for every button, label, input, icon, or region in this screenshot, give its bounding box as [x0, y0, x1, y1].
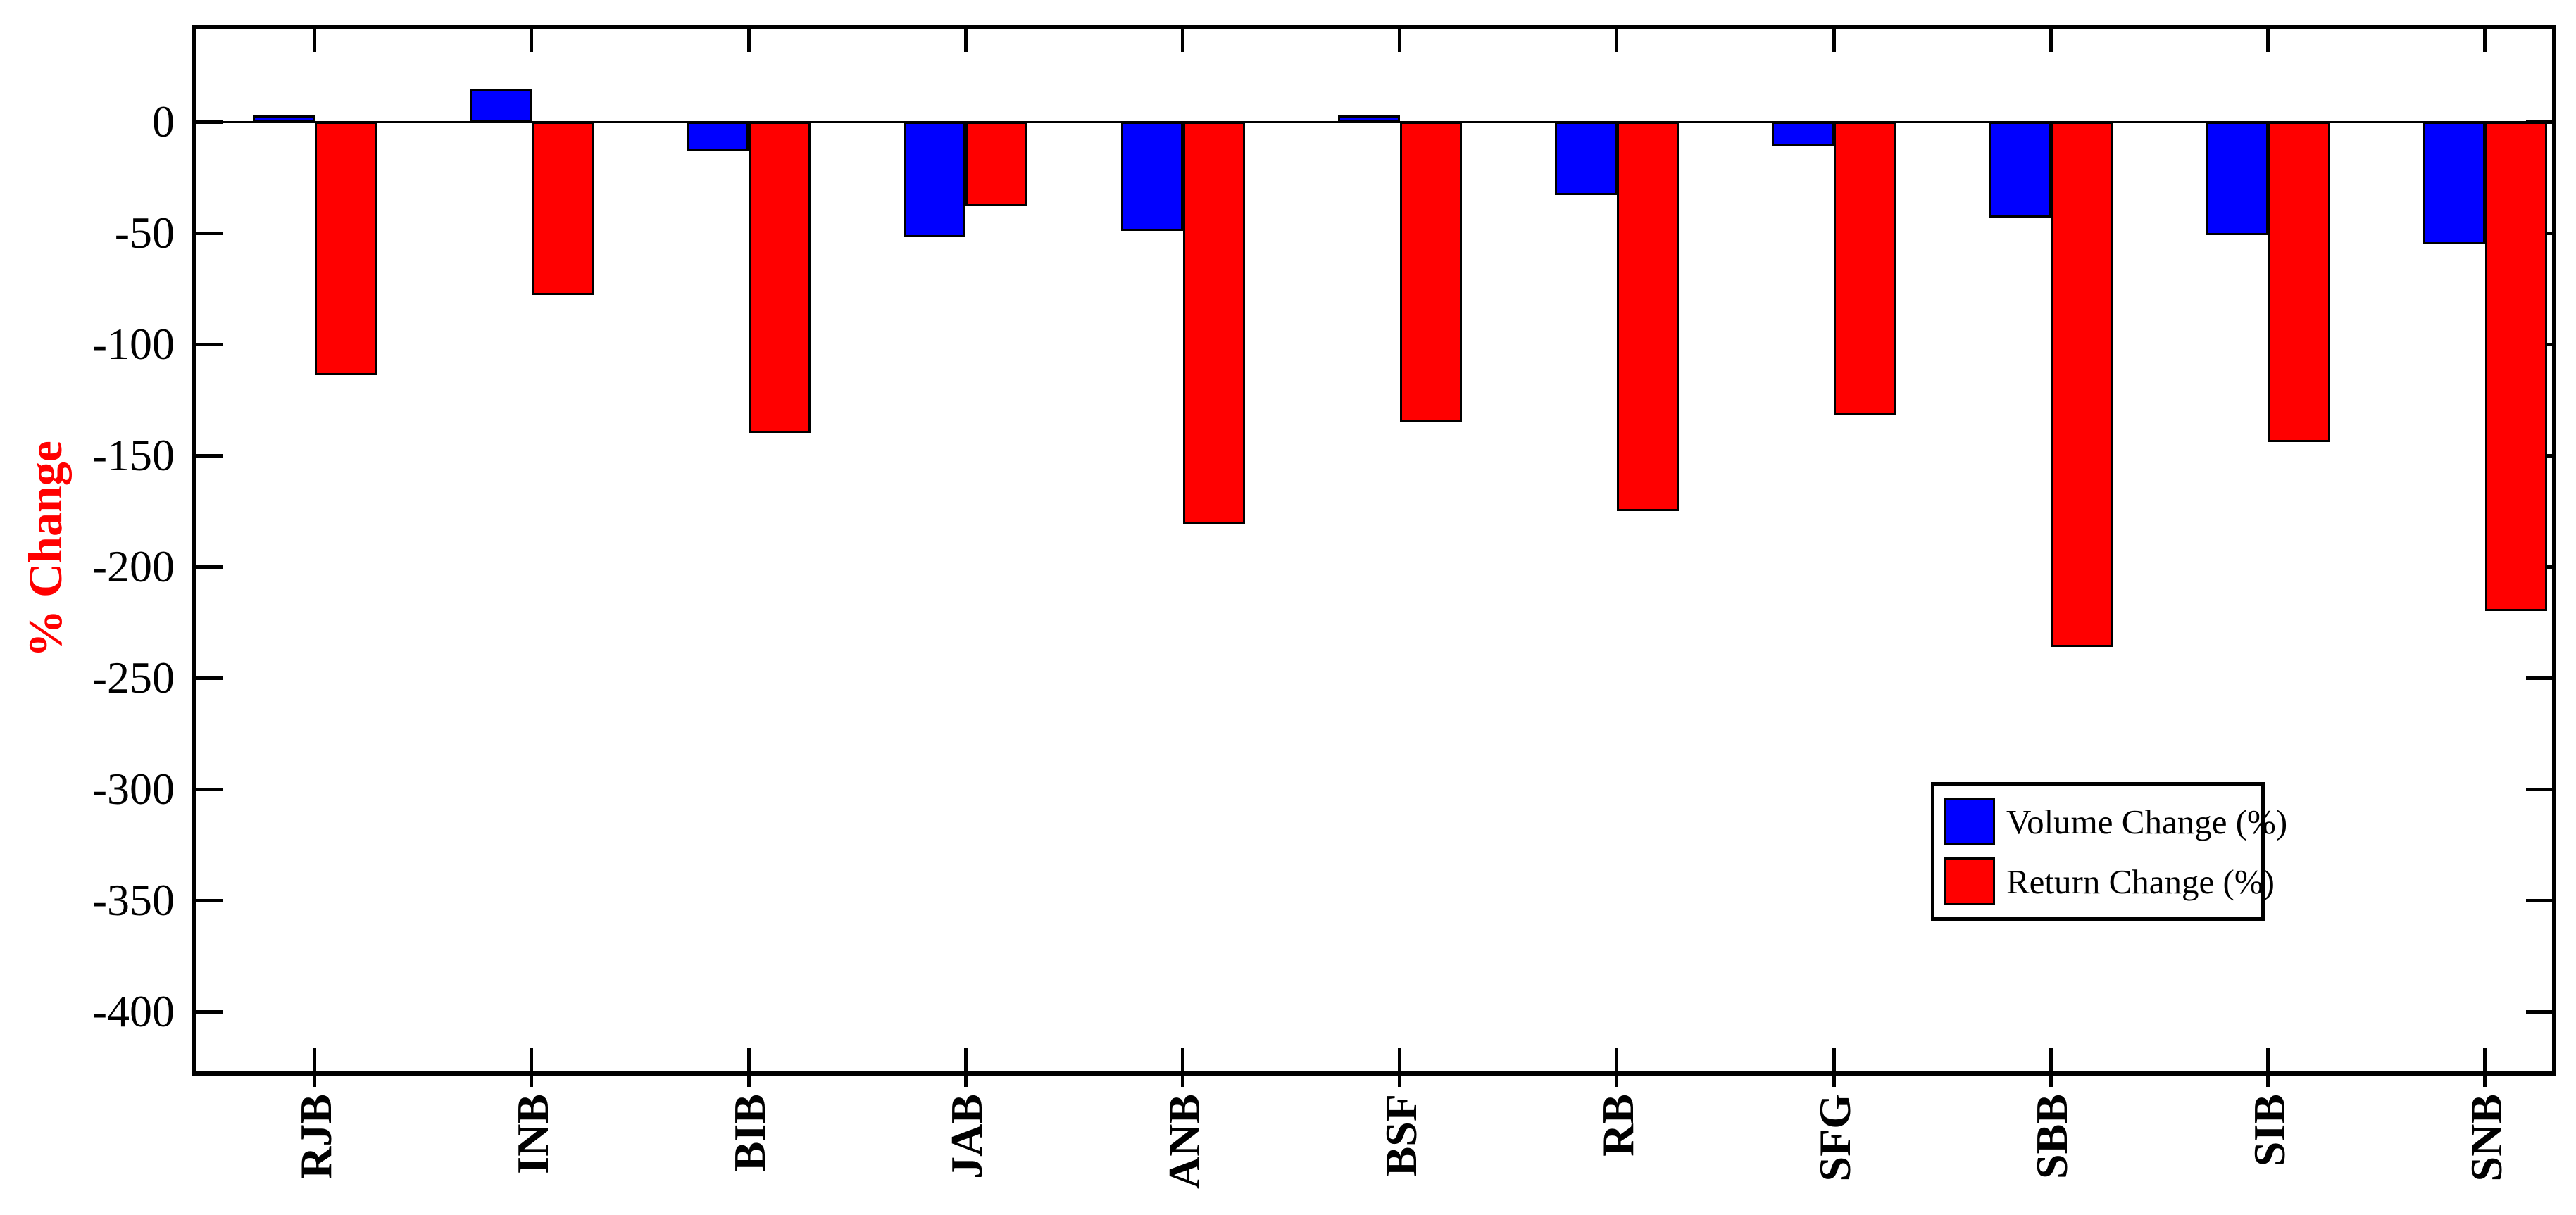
x-tick-top: [963, 29, 968, 52]
bar-volume-sib: [2206, 122, 2268, 236]
x-tick-top: [746, 29, 751, 52]
bar-volume-bib: [687, 122, 749, 151]
y-tick-left: [196, 342, 223, 346]
y-tick-label: -300: [92, 764, 175, 814]
bar-return-snb: [2484, 122, 2547, 612]
legend: Volume Change (%) Return Change (%): [1931, 782, 2287, 921]
bar-volume-inb: [469, 88, 532, 122]
bar-volume-sbb: [1989, 122, 2051, 218]
y-tick-left: [196, 898, 223, 902]
x-tick-top: [530, 29, 534, 52]
bar-return-sbb: [2051, 122, 2113, 647]
legend-label-volume: Volume Change (%): [2006, 802, 2288, 841]
bar-volume-bsf: [1337, 115, 1400, 122]
x-tick-top: [1832, 29, 1836, 52]
y-tick-label: -350: [92, 875, 175, 925]
x-tick-top: [1398, 29, 1402, 52]
x-tick-top: [1181, 29, 1184, 52]
bar-return-sfg: [1834, 122, 1896, 416]
y-tick-label: -100: [92, 319, 175, 369]
legend-swatch-volume: [1944, 798, 1995, 845]
x-tick-bottom: [1398, 1048, 1402, 1087]
bar-return-jab: [965, 122, 1028, 207]
x-tick-label: RJB: [290, 1094, 341, 1179]
bar-volume-sfg: [1772, 122, 1834, 146]
y-tick-label: -150: [92, 430, 175, 480]
bar-return-inb: [531, 122, 594, 296]
bar-volume-snb: [2422, 122, 2485, 244]
x-tick-bottom: [2483, 1048, 2487, 1087]
x-tick-top: [313, 29, 317, 52]
y-tick-left: [196, 231, 223, 235]
bar-return-bib: [749, 122, 811, 434]
y-tick-left: [196, 787, 223, 791]
bar-return-bsf: [1399, 122, 1462, 422]
legend-entry-volume: Volume Change (%): [1944, 798, 2287, 845]
plot-area: [192, 25, 2556, 1087]
y-tick-right: [2526, 787, 2552, 791]
bar-volume-jab: [904, 122, 966, 238]
x-tick-label: ANB: [1158, 1094, 1209, 1190]
x-tick-label: SNB: [2461, 1094, 2511, 1182]
legend-label-return: Return Change (%): [2006, 862, 2275, 901]
x-tick-label: SFG: [1810, 1094, 1861, 1182]
x-tick-bottom: [530, 1048, 534, 1087]
y-tick-left: [196, 1009, 223, 1014]
y-tick-label: -200: [92, 541, 175, 591]
bar-return-rjb: [314, 122, 377, 376]
x-tick-label: RB: [1592, 1094, 1643, 1157]
x-tick-label: INB: [507, 1094, 558, 1174]
x-tick-bottom: [2266, 1048, 2270, 1087]
x-tick-bottom: [746, 1048, 751, 1087]
x-tick-top: [2049, 29, 2053, 52]
x-tick-bottom: [963, 1048, 968, 1087]
x-tick-label: JAB: [942, 1094, 992, 1179]
bar-return-anb: [1182, 122, 1245, 524]
y-tick-label: -400: [92, 986, 175, 1036]
bar-return-rb: [1616, 122, 1679, 511]
y-tick-right: [2526, 676, 2552, 680]
y-tick-label: 0: [152, 96, 175, 146]
y-tick-left: [196, 676, 223, 680]
x-tick-label: SIB: [2244, 1094, 2294, 1167]
x-tick-label: BIB: [725, 1094, 775, 1172]
x-tick-bottom: [1615, 1048, 1619, 1087]
y-tick-left: [196, 565, 223, 569]
x-tick-bottom: [313, 1048, 317, 1087]
bar-volume-rb: [1554, 122, 1617, 196]
legend-swatch-return: [1944, 857, 1995, 905]
zero-axis-line: [196, 121, 2552, 123]
y-tick-label: -50: [114, 208, 175, 258]
x-tick-label: BSF: [1375, 1094, 1426, 1177]
x-tick-bottom: [2049, 1048, 2053, 1087]
y-tick-right: [2526, 898, 2552, 902]
x-tick-top: [2483, 29, 2487, 52]
bar-return-sib: [2268, 122, 2330, 443]
bar-volume-rjb: [252, 115, 315, 122]
y-tick-left: [196, 120, 223, 124]
y-tick-left: [196, 453, 223, 458]
x-tick-bottom: [1181, 1048, 1184, 1087]
x-tick-label: SBB: [2027, 1094, 2077, 1179]
x-tick-bottom: [1832, 1048, 1836, 1087]
legend-entry-return: Return Change (%): [1944, 857, 2275, 905]
x-tick-top: [1615, 29, 1619, 52]
x-tick-top: [2266, 29, 2270, 52]
y-tick-label: -250: [92, 653, 175, 703]
bar-volume-anb: [1120, 122, 1183, 231]
y-tick-right: [2526, 1009, 2552, 1014]
